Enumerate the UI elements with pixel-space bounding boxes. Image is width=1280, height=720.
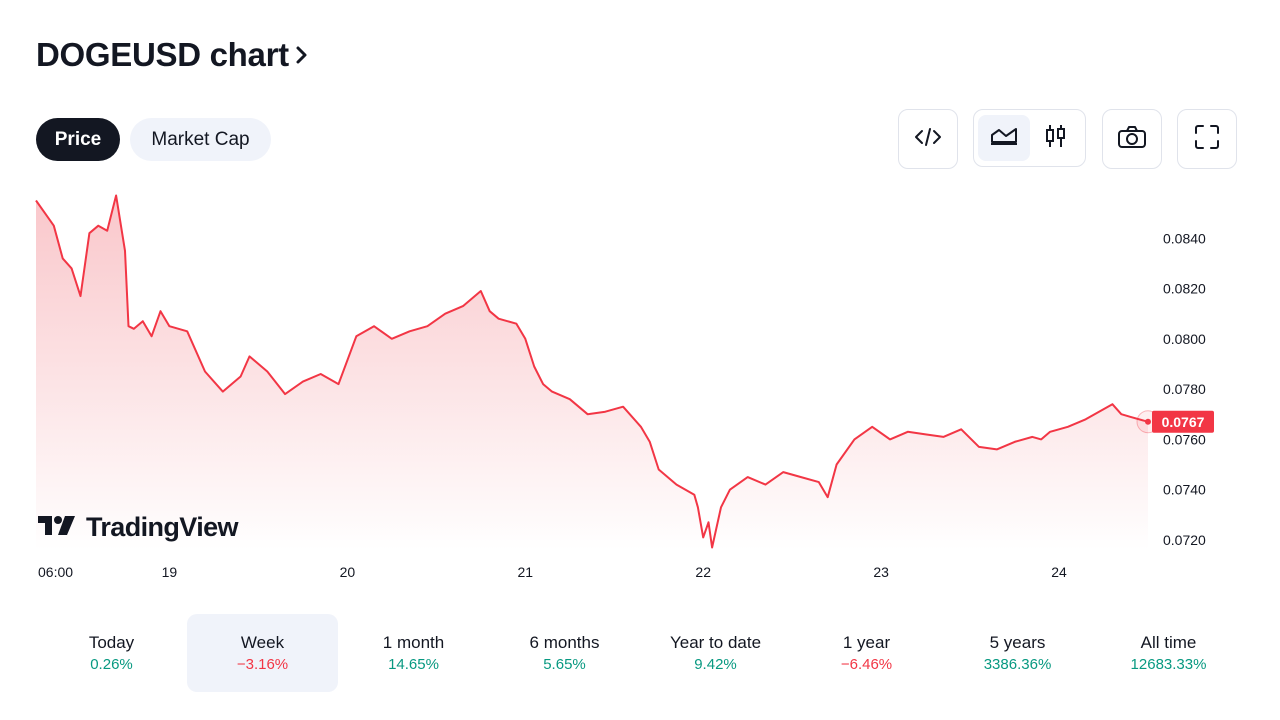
period-label: All time [1140,633,1197,652]
snapshot-button[interactable] [1102,109,1162,169]
y-tick-label: 0.0800 [1163,331,1206,347]
x-tick-label: 20 [340,564,356,580]
tab-market-cap[interactable]: Market Cap [130,118,271,161]
y-axis: 0.0840 0.0820 0.0800 0.0780 0.0760 0.0740 0.07… [1163,230,1206,548]
period-week[interactable]: Week −3.16% [187,614,338,692]
tab-market-cap-label: Market Cap [151,128,250,150]
page-title-text: DOGEUSD chart [36,36,289,73]
fullscreen-button[interactable] [1177,109,1237,169]
period-label: 6 months [529,633,600,652]
period-value: 9.42% [694,656,737,673]
period-label: Today [88,633,135,652]
tab-price-label: Price [54,128,102,150]
code-icon [914,125,942,154]
x-tick-label: 19 [162,564,178,580]
last-price-badge [1152,410,1214,433]
x-tick-label: 22 [695,564,711,580]
chart-style-group [973,109,1086,167]
period-all-time[interactable]: All time 12683.33% [1093,614,1244,692]
embed-button[interactable] [898,109,958,169]
tab-price[interactable]: Price [36,118,120,161]
price-area-fill [36,195,1148,550]
x-tick-label: 21 [517,564,533,580]
page-title[interactable]: DOGEUSD chart [36,36,309,74]
candlestick-icon [1044,123,1068,154]
last-price-label: 0.0767 [1162,414,1205,430]
tradingview-wordmark: TradingView [86,512,239,542]
x-tick-label: 06:00 [38,564,73,580]
period-label: 5 years [989,633,1046,652]
period-today[interactable]: Today 0.26% [36,614,187,692]
period-value: −3.16% [236,656,289,673]
x-tick-label: 23 [873,564,889,580]
period-value: 3386.36% [983,656,1052,673]
period-1-year[interactable]: 1 year −6.46% [791,614,942,692]
last-price-dot [1145,418,1151,425]
period-label: Year to date [669,633,762,652]
y-tick-label: 0.0760 [1163,431,1206,447]
price-line [35,194,1149,549]
period-value: 5.65% [543,656,586,673]
x-axis: 06:00 19 20 21 22 23 24 [38,564,1067,580]
period-value: −6.46% [840,656,893,673]
y-tick-label: 0.0840 [1163,230,1206,246]
period-6-months[interactable]: 6 months 5.65% [489,614,640,692]
area-chart-icon [989,125,1019,152]
price-chart[interactable]: 0.0840 0.0820 0.0800 0.0780 0.0760 0.0740 0.07… [0,185,1280,585]
tradingview-logo: TradingView [38,512,239,543]
period-5-years[interactable]: 5 years 3386.36% [942,614,1093,692]
period-label: 1 year [842,633,891,652]
period-value: 12683.33% [1130,656,1207,673]
y-tick-label: 0.0720 [1163,532,1206,548]
period-label: Week [240,633,285,652]
candle-style-button[interactable] [1030,115,1082,161]
camera-icon [1117,125,1147,154]
period-value: 0.26% [90,656,133,673]
last-price-marker: 0.0767 [1136,410,1214,434]
y-tick-label: 0.0780 [1163,381,1206,397]
area-style-button[interactable] [978,115,1030,161]
y-tick-label: 0.0740 [1163,482,1206,498]
chevron-right-icon [295,44,309,66]
period-year-to-date[interactable]: Year to date 9.42% [640,614,791,692]
x-tick-label: 24 [1051,564,1067,580]
performance-periods: Today 0.26% Week −3.16% 1 month 14.65% 6… [36,614,1244,692]
tradingview-logo-icon [38,513,78,542]
period-label: 1 month [382,633,445,652]
y-tick-label: 0.0820 [1163,281,1206,297]
fullscreen-icon [1193,123,1221,156]
period-1-month[interactable]: 1 month 14.65% [338,614,489,692]
period-value: 14.65% [388,656,439,673]
